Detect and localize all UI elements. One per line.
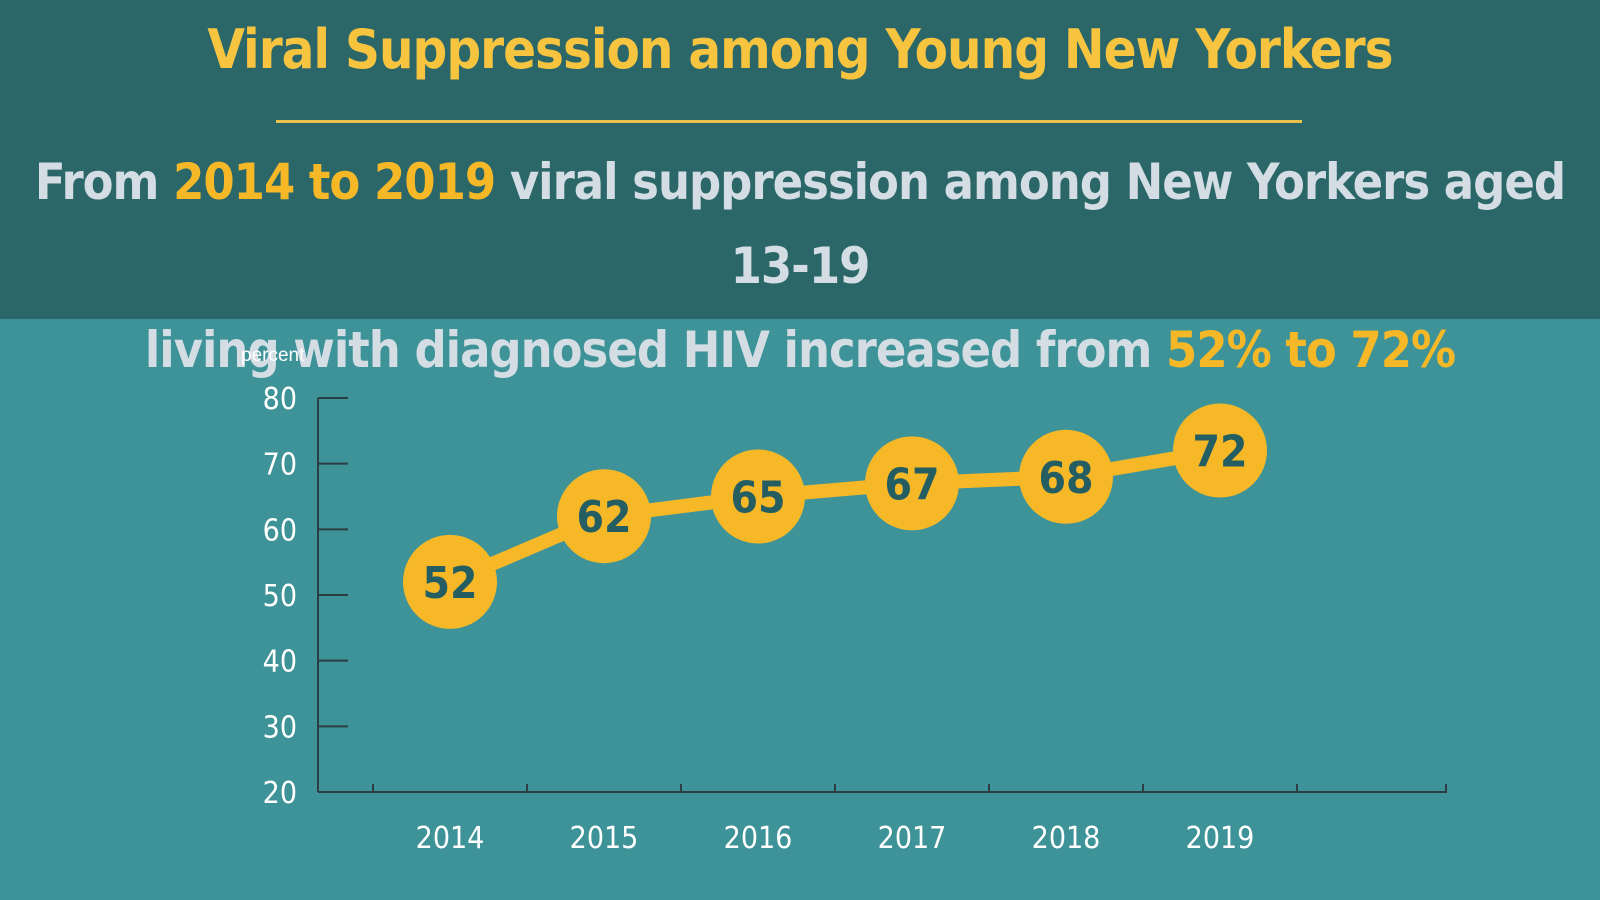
y-tick-label: 30 xyxy=(263,710,297,745)
y-tick-label: 50 xyxy=(263,579,297,614)
chart-subtitle: From 2014 to 2019 viral suppression amon… xyxy=(0,140,1600,392)
title-divider xyxy=(276,120,1302,123)
chart-title: Viral Suppression among Young New Yorker… xyxy=(207,18,1393,81)
data-point-marker xyxy=(1019,429,1113,524)
subtitle-line-2: living with diagnosed HIV increased from… xyxy=(0,308,1600,392)
data-point-label: 67 xyxy=(884,459,939,510)
data-points: 52 62 65 67 68 72 xyxy=(403,403,1267,629)
subtitle-line-1: From 2014 to 2019 viral suppression amon… xyxy=(0,140,1600,308)
x-tick-label: 2019 xyxy=(1186,821,1255,856)
subtitle-text: living with diagnosed HIV increased from xyxy=(144,321,1167,379)
y-tick-label: 40 xyxy=(263,645,297,680)
data-point-label: 68 xyxy=(1038,453,1093,504)
x-tick-label: 2018 xyxy=(1032,821,1101,856)
y-tick-label: 70 xyxy=(263,448,297,483)
x-tick-label: 2014 xyxy=(416,821,485,856)
subtitle-highlight-years: 2014 to 2019 xyxy=(173,153,496,211)
data-point-marker xyxy=(557,469,651,564)
x-tick-label: 2016 xyxy=(724,821,793,856)
x-tick-label: 2017 xyxy=(878,821,947,856)
data-point-marker xyxy=(403,534,497,629)
data-point-marker xyxy=(1173,403,1267,498)
y-tick-label: 60 xyxy=(263,513,297,548)
subtitle-text: From xyxy=(34,153,174,211)
data-point-marker xyxy=(711,449,805,544)
x-axis: 2014 2015 2016 2017 2018 2019 xyxy=(372,784,1447,856)
data-point-marker xyxy=(865,436,959,531)
subtitle-highlight-percent: 52% to 72% xyxy=(1166,321,1456,379)
y-tick-label: 20 xyxy=(263,776,297,811)
data-point-label: 65 xyxy=(730,473,785,524)
y-axis: 20 30 40 50 60 70 80 xyxy=(263,382,348,811)
subtitle-text: viral suppression among New Yorkers aged… xyxy=(495,153,1566,295)
header-banner: Viral Suppression among Young New Yorker… xyxy=(0,0,1600,379)
y-axis-unit-label: percent xyxy=(241,345,305,366)
data-point-label: 72 xyxy=(1192,427,1247,478)
y-tick-label: 80 xyxy=(263,382,297,417)
data-point-label: 52 xyxy=(422,558,477,609)
data-point-label: 62 xyxy=(576,492,631,543)
x-tick-label: 2015 xyxy=(570,821,639,856)
